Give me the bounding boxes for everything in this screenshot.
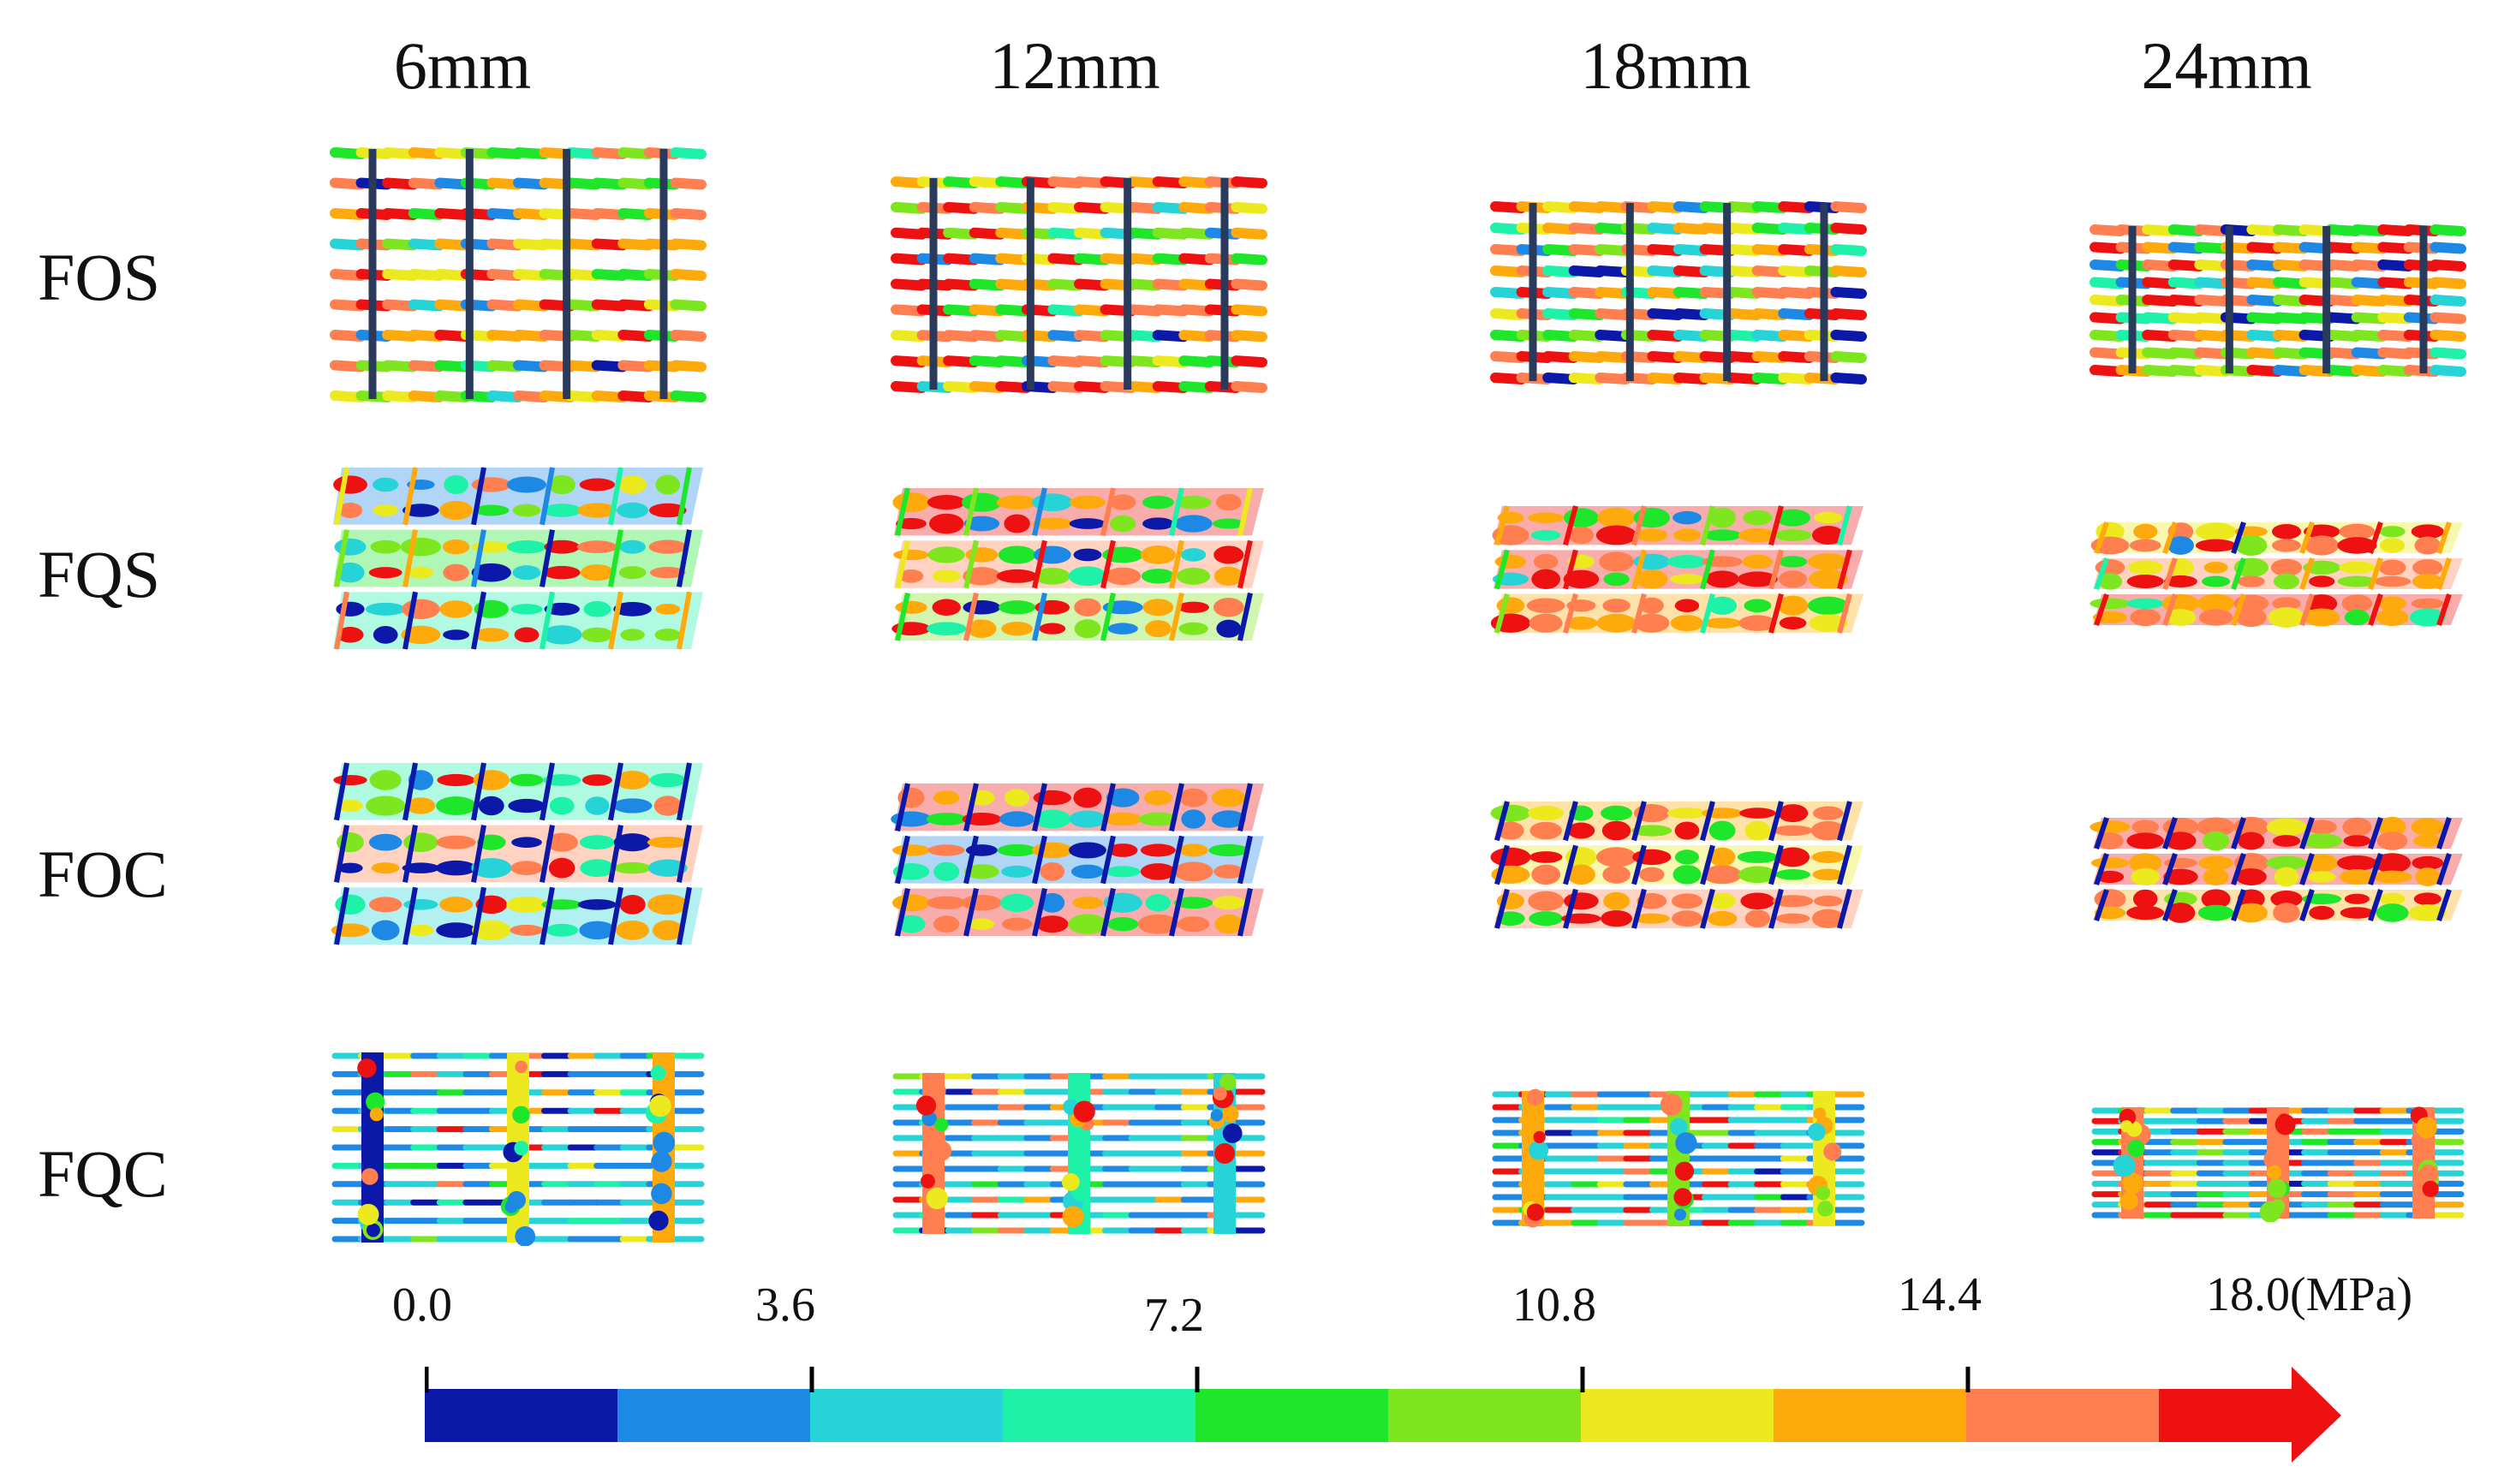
scaffold-fqc-12mm [891,1070,1267,1237]
colorbar-tick-0: 0.0 [392,1278,452,1332]
colorbar-segment-0 [425,1389,618,1442]
row-label-fqs: FQS [38,537,161,611]
colorbar-segment-1 [617,1389,811,1442]
stress-colorbar [425,1367,2341,1463]
scaffold-fqc-18mm [1490,1088,1867,1230]
row-label-fqc: FQC [38,1136,168,1211]
colorbar-segment-7 [1774,1389,1967,1442]
row-label-fos: FOS [38,240,161,314]
scaffold-fqs-24mm [2090,517,2466,635]
column-label-24mm: 24mm [2141,28,2312,103]
colorbar-tick-4: 14.4 [1898,1268,1982,1321]
colorbar-tick-2: 7.2 [1144,1289,1204,1342]
column-label-12mm: 12mm [989,28,1160,103]
row-label-foc: FOC [38,837,168,911]
scaffold-foc-24mm [2090,813,2466,931]
scaffold-foc-18mm [1490,796,1867,939]
scaffold-fqs-12mm [891,483,1267,651]
scaffold-foc-12mm [891,778,1267,946]
scaffold-fos-12mm [891,175,1267,393]
scaffold-fqc-6mm [330,1049,706,1246]
scaffold-fos-24mm [2090,223,2466,377]
colorbar-segment-8 [1966,1389,2160,1442]
scaffold-fqc-24mm [2090,1104,2466,1222]
colorbar-segment-2 [810,1389,1004,1442]
scaffold-fos-18mm [1490,200,1867,384]
column-label-6mm: 6mm [393,28,532,103]
colorbar-segment-3 [1003,1389,1196,1442]
colorbar-segment-6 [1581,1389,1774,1442]
colorbar-segment-9 [2159,1389,2313,1442]
scaffold-fqs-18mm [1490,501,1867,643]
colorbar-segment-5 [1388,1389,1582,1442]
colorbar-segment-4 [1195,1389,1389,1442]
colorbar-tick-1: 3.6 [755,1278,815,1332]
colorbar-tick-5: 18.0(MPa) [2206,1268,2413,1321]
column-label-18mm: 18mm [1580,28,1751,103]
scaffold-fqs-6mm [330,462,706,659]
colorbar-tick-3: 10.8 [1512,1278,1596,1332]
scaffold-fos-6mm [330,146,706,402]
scaffold-foc-6mm [330,758,706,955]
colorbar-arrowhead [2292,1367,2341,1463]
